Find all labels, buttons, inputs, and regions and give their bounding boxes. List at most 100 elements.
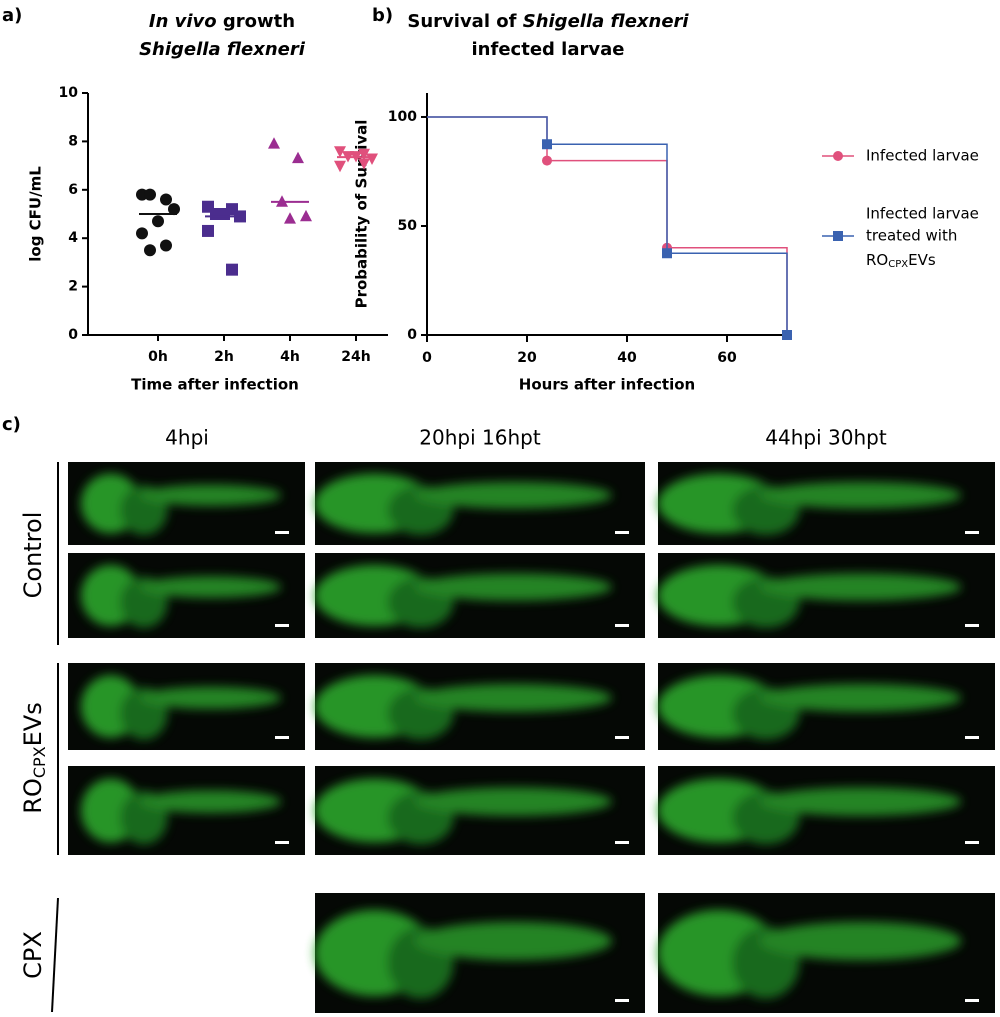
row-label-part: EVs: [19, 702, 47, 746]
x-tick-label: 2h: [214, 349, 234, 365]
fish-fluorescence: [80, 564, 282, 628]
data-point: [160, 239, 172, 252]
fish-fluorescence: [657, 675, 962, 740]
fish-tail: [759, 683, 962, 712]
scale-bar: [965, 531, 979, 534]
x-tick-label: 0h: [148, 349, 168, 365]
data-point: [168, 203, 180, 216]
data-point: [300, 209, 312, 222]
legend-label: Infected larvae: [866, 205, 979, 223]
y-tick-label: 2: [68, 279, 78, 295]
legend-label: ROCPXEVs: [866, 251, 936, 271]
scale-bar: [615, 736, 629, 739]
row-label-part: Control: [19, 512, 47, 599]
fish-fluorescence: [80, 473, 282, 536]
scale-bar: [275, 531, 289, 534]
data-point: [136, 227, 148, 240]
data-point: [782, 330, 792, 340]
x-axis-label: Time after infection: [131, 376, 299, 394]
fish-fluorescence: [657, 909, 962, 999]
data-point: [160, 193, 172, 206]
scale-bar: [275, 624, 289, 627]
x-tick-label: 20: [517, 350, 537, 366]
y-axis-label: Probability of Survival: [353, 120, 371, 309]
data-point: [334, 160, 346, 173]
legend-label-part: EVs: [908, 251, 936, 269]
fish-fluorescence: [80, 675, 282, 740]
data-point: [334, 146, 346, 158]
x-tick-label: 4h: [280, 349, 300, 365]
data-point: [152, 215, 164, 228]
row-label: Control: [19, 512, 47, 599]
panel-label: a): [2, 5, 22, 26]
row-label-part: RO: [19, 778, 47, 814]
column-header: 44hpi 30hpt: [765, 426, 887, 450]
panel-label: c): [2, 414, 21, 435]
fish-tail: [414, 787, 612, 816]
scale-bar: [965, 999, 979, 1002]
data-point: [226, 263, 238, 276]
panel-label: b): [372, 5, 393, 26]
fish-tail: [414, 683, 612, 712]
data-point: [662, 248, 672, 259]
y-tick-label: 100: [388, 109, 417, 125]
x-axis-label: Hours after infection: [519, 376, 695, 394]
row-label-part: CPX: [19, 931, 47, 979]
image-grid: 4hpi 20hpi 16hpt 44hpi 30hptControlROCPXEV…: [19, 426, 995, 1013]
fish-fluorescence: [657, 473, 962, 536]
fish-fluorescence: [80, 778, 282, 845]
fish-tail: [139, 790, 282, 813]
scale-bar: [615, 531, 629, 534]
fish-fluorescence: [314, 564, 612, 628]
row-label-part: CPX: [30, 746, 49, 778]
data-point: [833, 231, 843, 241]
scale-bar: [275, 841, 289, 844]
legend-label: Infected larvae: [866, 147, 979, 165]
data-point: [144, 244, 156, 257]
scale-bar: [965, 624, 979, 627]
data-point: [268, 137, 280, 149]
data-point: [218, 208, 230, 220]
title-part: Shigella flexneri: [523, 11, 690, 32]
data-point: [833, 151, 843, 161]
y-tick-label: 6: [68, 182, 78, 198]
x-tick-label: 0: [422, 350, 432, 366]
fish-tail: [139, 686, 282, 709]
y-tick-label: 10: [59, 85, 79, 101]
data-point: [292, 151, 304, 164]
data-point: [358, 158, 370, 170]
x-tick-label: 60: [717, 350, 737, 366]
legend: Infected larvae Infected larvae treated wi…: [822, 147, 979, 271]
scale-bar: [615, 841, 629, 844]
title-part: growth: [217, 11, 295, 32]
y-tick-label: 8: [68, 133, 78, 149]
fish-tail: [139, 576, 282, 598]
title-part: Survival of: [407, 11, 522, 32]
data-point: [144, 188, 156, 201]
fish-fluorescence: [314, 909, 612, 999]
scale-bar: [965, 736, 979, 739]
chart-title: Survival of Shigella flexneri: [407, 11, 689, 32]
data-point: [542, 139, 552, 150]
chart-title: In vivo growth: [149, 11, 295, 32]
fish-fluorescence: [657, 778, 962, 845]
x-tick-label: 24h: [341, 349, 370, 365]
survival-line: [427, 116, 788, 335]
row-label: CPX: [19, 931, 47, 979]
data-point: [284, 212, 296, 224]
scale-bar: [615, 999, 629, 1002]
title-part: In vivo: [149, 11, 217, 32]
scale-bar: [275, 736, 289, 739]
y-tick-label: 0: [407, 327, 417, 343]
chart-title: infected larvae: [472, 39, 625, 60]
x-tick-label: 40: [617, 350, 637, 366]
chart-title: Shigella flexneri: [139, 39, 306, 60]
fish-fluorescence: [314, 473, 612, 536]
fish-tail: [139, 484, 282, 506]
fish-tail: [759, 787, 962, 816]
y-tick-label: 4: [68, 230, 78, 246]
column-header: 4hpi: [165, 426, 209, 450]
legend-label: treated with: [866, 227, 957, 245]
fish-fluorescence: [314, 675, 612, 740]
